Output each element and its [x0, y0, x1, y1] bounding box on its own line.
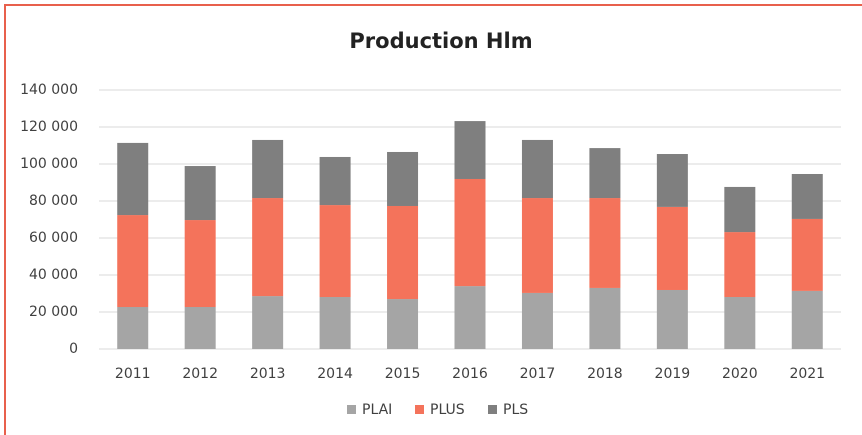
y-tick-label: 120 000 [20, 119, 78, 135]
bar-segment [589, 148, 621, 199]
x-tick-label: 2020 [722, 366, 758, 382]
bar-segment [589, 198, 621, 288]
bar-segment [724, 186, 756, 233]
y-tick-label: 20 000 [29, 304, 78, 320]
y-tick-label: 60 000 [29, 230, 78, 246]
x-tick-label: 2016 [452, 366, 488, 382]
bar-segment [387, 299, 419, 349]
y-tick-label: 80 000 [29, 193, 78, 209]
x-tick-label: 2011 [115, 366, 151, 382]
legend-label: PLUS [430, 402, 465, 418]
bar-segment [252, 139, 284, 199]
bar-segment [117, 142, 149, 216]
bar-segment [117, 307, 149, 349]
bar-segment [656, 289, 688, 349]
legend-label: PLAI [362, 402, 392, 418]
bar-segment [184, 307, 216, 349]
bar-segment [656, 154, 688, 207]
bar-segment [252, 296, 284, 349]
x-tick-label: 2013 [250, 366, 286, 382]
bar-segment [724, 297, 756, 349]
bar-segment [454, 178, 486, 287]
bar-segment [117, 215, 149, 308]
x-tick-label: 2017 [520, 366, 556, 382]
x-tick-label: 2014 [317, 366, 353, 382]
bar-segment [656, 206, 688, 290]
y-tick-label: 140 000 [20, 82, 78, 98]
bar-segment [319, 297, 351, 349]
bar-segment [184, 220, 216, 308]
legend-label: PLS [503, 402, 528, 418]
x-tick-label: 2015 [385, 366, 421, 382]
bar-segment [791, 218, 823, 291]
bar-segment [454, 121, 486, 179]
x-tick-label: 2019 [655, 366, 691, 382]
bar-segment [319, 205, 351, 298]
bar-segment [387, 151, 419, 206]
bar-segment [589, 287, 621, 349]
x-tick-label: 2018 [587, 366, 623, 382]
bar-segment [184, 166, 216, 221]
bar-segment [791, 173, 823, 219]
legend-swatch [347, 405, 356, 414]
x-tick-label: 2012 [182, 366, 218, 382]
bar-segment [252, 198, 284, 297]
bar-segment [319, 156, 351, 206]
y-tick-label: 0 [69, 341, 78, 357]
bar-segment [454, 286, 486, 349]
bar-segment [521, 292, 553, 349]
bar-segment [724, 232, 756, 298]
legend-swatch [488, 405, 497, 414]
bar-segment [521, 139, 553, 199]
y-tick-label: 100 000 [20, 156, 78, 172]
bar-segment [791, 290, 823, 349]
x-tick-label: 2021 [789, 366, 825, 382]
chart-title: Production Hlm [349, 29, 532, 53]
legend-swatch [415, 405, 424, 414]
bar-segment [521, 198, 553, 293]
y-tick-label: 40 000 [29, 267, 78, 283]
bar-segment [387, 205, 419, 300]
